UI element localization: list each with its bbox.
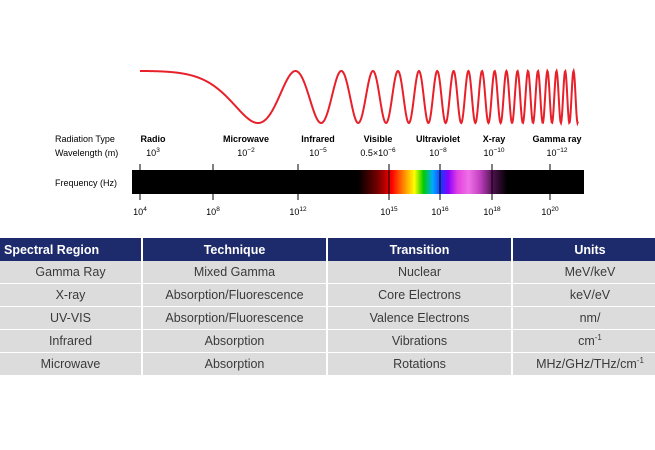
frequency-tick-label: 1020 [541, 206, 559, 217]
region-wavelength: 0.5×10−6 [360, 147, 396, 158]
cell-units: cm-1 [512, 329, 655, 353]
table-row: UV-VIS Absorption/Fluorescence Valence E… [0, 306, 655, 330]
header-transition: Transition [327, 238, 513, 261]
cell-technique: Absorption [142, 352, 328, 376]
cell-technique: Absorption [142, 329, 328, 353]
spectrum-bar [132, 170, 584, 194]
region-name: Microwave [223, 134, 269, 144]
units-exponent: -1 [636, 355, 644, 365]
cell-transition: Core Electrons [327, 283, 513, 307]
region-wavelength: 10−12 [546, 147, 567, 158]
header-spectral-region: Spectral Region [0, 238, 143, 261]
cell-region: UV-VIS [0, 306, 143, 330]
region-wavelength: 10−2 [237, 147, 255, 158]
region-labels: Radio 103 Microwave 10−2 Infrared 10−5 Visible… [140, 134, 581, 158]
region-name: Gamma ray [532, 134, 581, 144]
cell-transition: Rotations [327, 352, 513, 376]
units-text: cm [578, 334, 595, 348]
table-row: Gamma Ray Mixed Gamma Nuclear MeV/keV [0, 261, 655, 284]
cell-transition: Valence Electrons [327, 306, 513, 330]
cell-units: nm/ [512, 306, 655, 330]
region-wavelength: 10−5 [309, 147, 327, 158]
cell-region: Gamma Ray [0, 261, 143, 284]
cell-technique: Absorption/Fluorescence [142, 283, 328, 307]
frequency-tick-label: 108 [206, 206, 220, 217]
frequency-tick-label: 1016 [431, 206, 449, 217]
table-row: X-ray Absorption/Fluorescence Core Elect… [0, 283, 655, 307]
frequency-tick-label: 104 [133, 206, 147, 217]
table-header-row: Spectral Region Technique Transition Uni… [0, 238, 655, 261]
spectroscopy-table: Spectral Region Technique Transition Uni… [0, 238, 655, 376]
header-technique: Technique [142, 238, 328, 261]
region-wavelength: 10−10 [483, 147, 504, 158]
em-spectrum-diagram: Radiation Type Wavelength (m) Frequency … [55, 67, 584, 217]
cell-region: Infrared [0, 329, 143, 353]
cell-transition: Nuclear [327, 261, 513, 284]
frequency-tick-label: 1018 [483, 206, 501, 217]
table-row: Microwave Absorption Rotations MHz/GHz/T… [0, 352, 655, 376]
header-units: Units [512, 238, 655, 261]
region-wavelength: 10−8 [429, 147, 447, 158]
radiation-type-label: Radiation Type [55, 134, 115, 144]
cell-units: MeV/keV [512, 261, 655, 284]
frequency-tick-label: 1015 [380, 206, 398, 217]
wavelength-label: Wavelength (m) [55, 148, 118, 158]
cell-region: X-ray [0, 283, 143, 307]
units-text: MHz/GHz/THz/cm [536, 357, 637, 371]
cell-technique: Mixed Gamma [142, 261, 328, 284]
frequency-ticks: 104 108 1012 1015 1016 1018 1020 [133, 164, 559, 217]
cell-units: MHz/GHz/THz/cm-1 [512, 352, 655, 376]
region-name: Infrared [301, 134, 335, 144]
cell-transition: Vibrations [327, 329, 513, 353]
cell-region: Microwave [0, 352, 143, 376]
region-name: Ultraviolet [416, 134, 460, 144]
frequency-label: Frequency (Hz) [55, 178, 117, 188]
frequency-tick-label: 1012 [289, 206, 307, 217]
wave-line [140, 67, 579, 127]
cell-technique: Absorption/Fluorescence [142, 306, 328, 330]
units-exponent: -1 [594, 332, 602, 342]
region-name: Radio [140, 134, 166, 144]
region-name: Visible [364, 134, 393, 144]
region-wavelength: 103 [146, 147, 160, 158]
region-name: X-ray [483, 134, 506, 144]
table-row: Infrared Absorption Vibrations cm-1 [0, 329, 655, 353]
cell-units: keV/eV [512, 283, 655, 307]
